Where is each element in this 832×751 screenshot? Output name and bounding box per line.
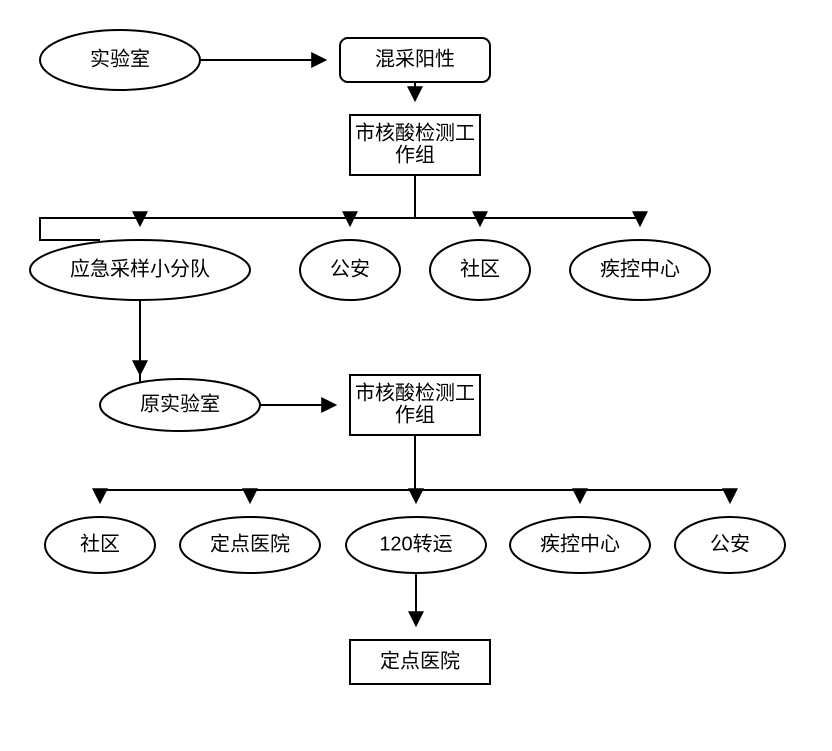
label-wg2-l1: 作组 [395,403,435,426]
flowchart-canvas: 实验室混采阳性市核酸检测工作组应急采样小分队公安社区疾控中心原实验室市核酸检测工… [0,0,832,751]
node-transport: 120转运 [346,517,486,573]
label-wg1-l1: 作组 [395,143,435,166]
node-mixpos: 混采阳性 [340,38,490,82]
node-hosp1: 定点医院 [180,517,320,573]
edge-wg1-fork- [40,175,415,240]
label-hosp1: 定点医院 [210,532,290,555]
label-cdc1: 疾控中心 [600,257,680,280]
label-hosp2: 定点医院 [380,649,460,672]
node-wg1: 市核酸检测工作组 [350,115,480,175]
label-wg1-l0: 市核酸检测工 [355,121,475,144]
label-wg2-l0: 市核酸检测工 [355,381,475,404]
node-police1: 公安 [300,240,400,300]
node-team: 应急采样小分队 [30,240,250,300]
node-cdc2: 疾控中心 [510,517,650,573]
label-cdc2: 疾控中心 [540,532,620,555]
label-mixpos: 混采阳性 [375,47,455,70]
node-hosp2: 定点医院 [350,640,490,684]
label-team: 应急采样小分队 [70,257,210,280]
label-community1: 社区 [460,257,500,280]
label-police1: 公安 [330,257,370,280]
node-police2: 公安 [675,517,785,573]
label-lab: 实验室 [90,47,150,70]
node-lab: 实验室 [40,30,200,90]
label-transport: 120转运 [379,532,452,555]
label-police2: 公安 [710,532,750,555]
node-wg2: 市核酸检测工作组 [350,375,480,435]
node-origlab: 原实验室 [100,379,260,431]
label-origlab: 原实验室 [140,392,220,415]
node-community1: 社区 [430,240,530,300]
node-cdc1: 疾控中心 [570,240,710,300]
node-community2: 社区 [45,517,155,573]
label-community2: 社区 [80,532,120,555]
